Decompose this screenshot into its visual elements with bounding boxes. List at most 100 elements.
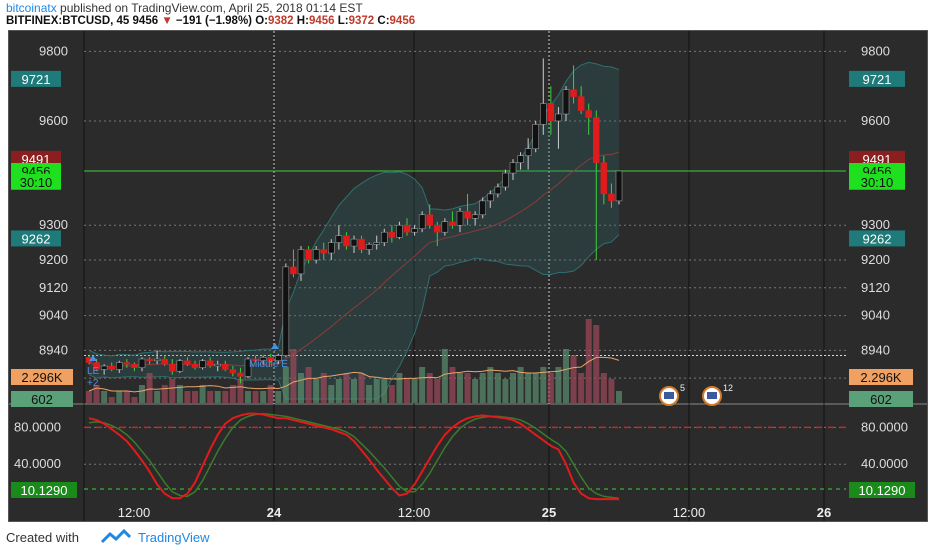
volume-bar: [404, 379, 410, 403]
chart-svg[interactable]: 9800 9800 9600 9600 9300 9300 9200 9200 9120 9120…: [9, 31, 927, 521]
volume-bar: [282, 367, 289, 403]
candle-body: [396, 224, 403, 238]
candle-body: [555, 113, 562, 122]
price-tag-left-countdown: [11, 173, 61, 190]
high-value: 9456: [308, 15, 335, 27]
vol-tag-left-text-volume: 602: [31, 392, 53, 407]
volume-bar: [411, 379, 418, 403]
volume-bar: [464, 373, 471, 403]
volume-bar: [154, 391, 161, 403]
volume-bar: [358, 373, 365, 403]
candle-body: [138, 358, 146, 368]
candle-body: [441, 221, 449, 233]
candle-body: [312, 249, 320, 261]
candle-body: [184, 360, 191, 365]
volume-bar: [313, 379, 320, 403]
tradingview-logo-icon[interactable]: [100, 528, 132, 546]
time-tick: 24: [267, 505, 282, 520]
last-price: 9456: [132, 15, 159, 27]
price-tick-left: 9800: [39, 43, 68, 58]
volume-bar: [585, 319, 592, 403]
price-tag-right-upper_band: [849, 70, 905, 87]
volume-bar: [161, 385, 168, 403]
vol-tag-left-text-volume_ma: 2.296K: [21, 370, 63, 385]
price-tick-right: 9040: [861, 308, 890, 323]
candle-body: [585, 110, 592, 118]
time-tick: 25: [542, 505, 556, 520]
volume-bar: [335, 379, 342, 403]
price-tick-right: 9800: [861, 43, 890, 58]
volume-bar: [570, 355, 577, 403]
candle-body: [358, 238, 365, 250]
candle-body: [471, 214, 479, 219]
price-tag-left-lower_band: [11, 230, 61, 247]
candle-body: [153, 358, 161, 362]
volume-bar: [214, 391, 221, 403]
vol-tag-left-volume_ma: [11, 369, 73, 385]
volume-bar: [222, 391, 229, 403]
candle-body: [169, 363, 176, 372]
candle-body: [267, 357, 274, 362]
open-label: O:: [255, 15, 268, 27]
volume-bar: [199, 385, 206, 403]
low-label: L:: [337, 15, 349, 27]
candle-body: [275, 355, 282, 362]
candle-body: [206, 360, 214, 367]
economic-event-count: 12: [723, 383, 733, 393]
stoch-tag-right: [849, 481, 915, 498]
published-text: published on TradingView.com, April 25, …: [60, 1, 363, 15]
volume-bar: [123, 391, 130, 403]
candle-body: [487, 193, 494, 202]
price-tick-right: 9300: [861, 217, 890, 232]
price-tick-left: 8940: [39, 342, 68, 357]
candle-body: [562, 89, 570, 115]
volume-bar: [351, 379, 357, 403]
volume-bar: [479, 373, 486, 403]
author-link[interactable]: bitcoinatx: [6, 1, 57, 15]
tradingview-brand[interactable]: TradingView: [138, 530, 210, 545]
volume-bar: [176, 385, 183, 403]
candle-body: [449, 221, 456, 226]
candle-body: [191, 363, 199, 368]
stoch-tag-left: [11, 481, 77, 498]
volume-bar: [510, 373, 516, 403]
candle-body: [222, 363, 229, 370]
candle-body: [600, 162, 608, 195]
candle-body: [494, 186, 502, 195]
volume-bar: [419, 367, 426, 403]
candle-body: [615, 170, 623, 202]
long-qty-label: +2: [87, 378, 99, 389]
price-tag-left-text-countdown: 30:10: [20, 175, 53, 190]
volume-bar: [381, 379, 388, 403]
candle-body: [131, 363, 138, 368]
price-tag-right-text-upper_band: 9721: [863, 72, 892, 87]
chart-area[interactable]: 9800 9800 9600 9600 9300 9300 9200 9200 9120 9120…: [8, 30, 928, 522]
volume-bar: [396, 373, 403, 403]
price-tag-left-text-upper_band: 9721: [22, 72, 51, 87]
price-change: −191 (−1.98%): [175, 15, 253, 27]
volume-bar: [547, 373, 554, 403]
candle-body: [259, 357, 267, 362]
bollinger-band-fill: [89, 62, 619, 400]
vol-tag-left-volume: [11, 391, 73, 407]
candle-body: [305, 249, 312, 261]
stoch-d-line: [88, 412, 620, 499]
long-entry-arrow-icon: [89, 355, 97, 361]
volume-bar: [328, 385, 335, 403]
candle-body: [524, 148, 532, 156]
candle-body: [509, 162, 517, 174]
price-tag-right-text-lower_band: 9262: [863, 231, 892, 246]
vol-tag-right-text-volume: 602: [870, 392, 892, 407]
candle-body: [373, 242, 380, 245]
vol-tag-right-text-volume_ma: 2.296K: [860, 370, 902, 385]
volume-bar: [139, 385, 145, 403]
price-tag-left-upper_band: [11, 70, 61, 87]
volume-bar: [517, 367, 524, 403]
down-arrow-icon: ▼: [161, 15, 173, 27]
candle-body: [464, 211, 471, 219]
volume-bar: [116, 391, 123, 403]
candle-body: [547, 103, 555, 122]
volume-bar: [555, 367, 562, 403]
candle-body: [418, 214, 426, 229]
volume-bar: [487, 367, 494, 403]
